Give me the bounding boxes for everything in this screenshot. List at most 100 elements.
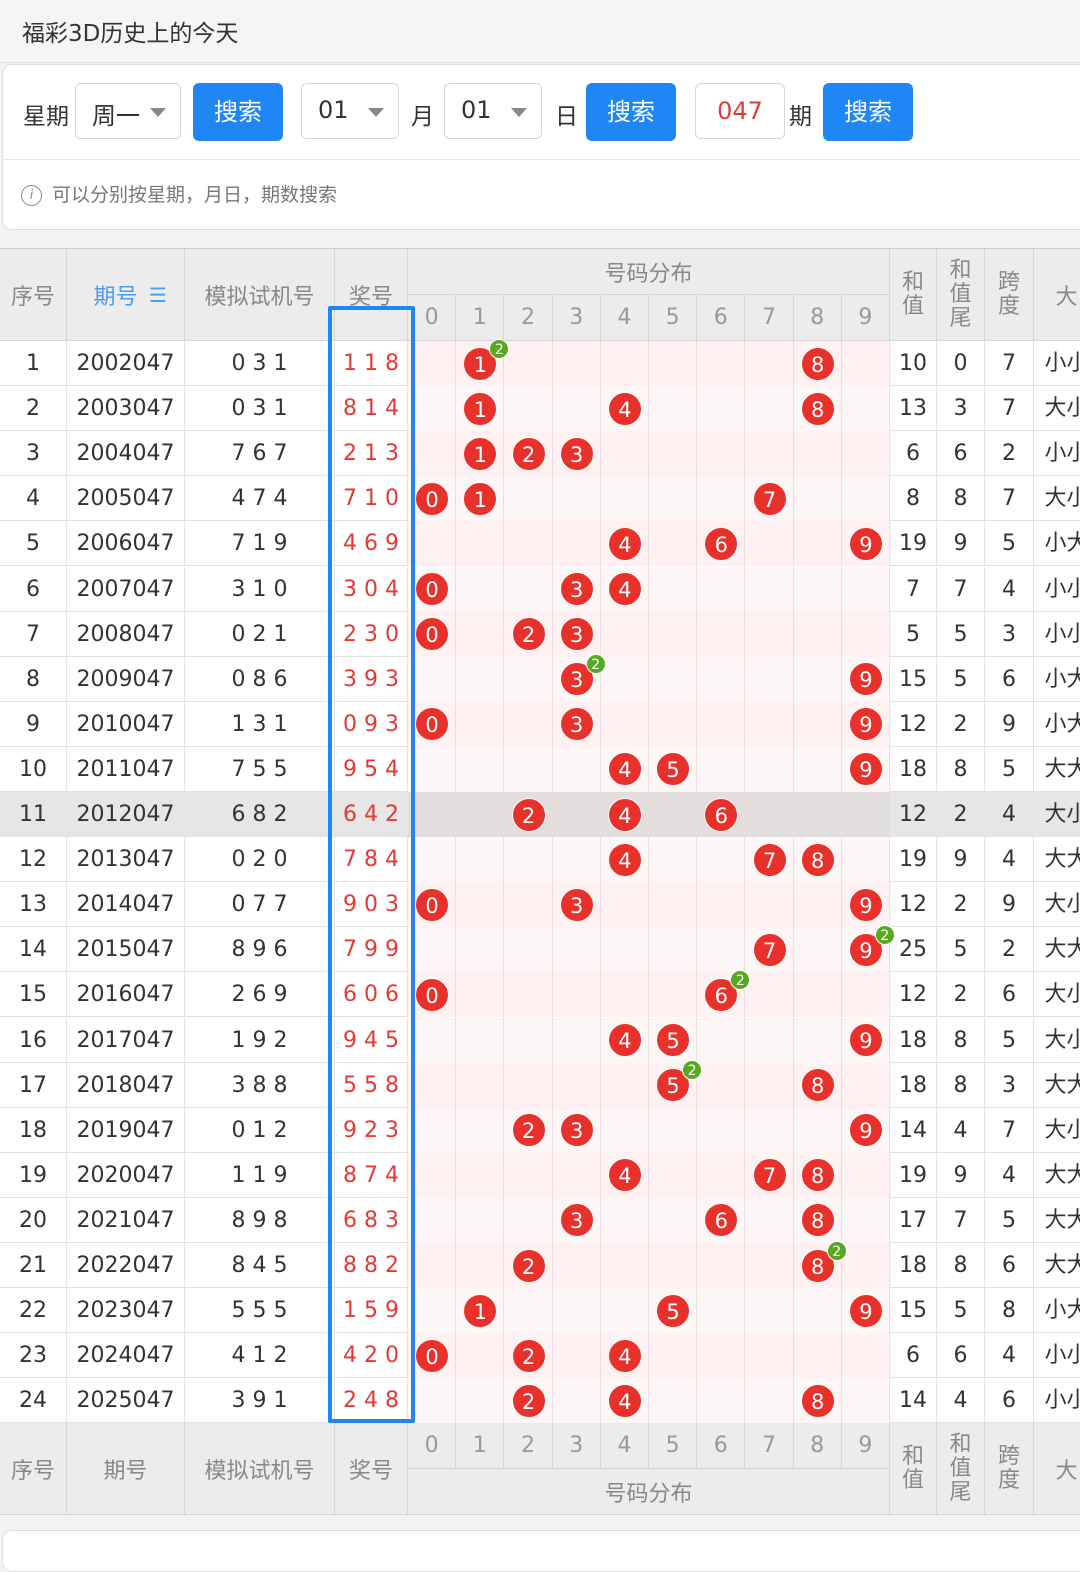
row-trial: 8 4 5 <box>185 1243 335 1289</box>
ball-2: 2 <box>511 1248 546 1283</box>
dist-grid-line <box>599 566 601 612</box>
dist-grid-line <box>840 1378 842 1424</box>
dist-grid-line <box>599 656 601 702</box>
dist-grid-line <box>792 386 794 432</box>
issue-input[interactable]: 047 <box>695 83 785 139</box>
row-sum-tail: 2 <box>937 701 985 747</box>
dist-grid-line <box>744 341 746 387</box>
ball-4: 4 <box>607 1383 642 1418</box>
row-seq: 3 <box>0 431 67 477</box>
dist-grid-line <box>648 656 649 702</box>
row-prize: 0 9 3 <box>335 701 408 747</box>
row-dist-bg <box>408 882 890 928</box>
row-dist-bg <box>408 746 890 792</box>
row-sum-tail: 4 <box>937 1378 985 1424</box>
row-prize: 9 0 3 <box>335 882 408 928</box>
dist-grid-line <box>792 746 794 792</box>
dist-grid-line <box>889 341 890 387</box>
row-prize: 9 2 3 <box>335 1107 408 1153</box>
dist-grid-line <box>599 431 601 477</box>
row-sum-tail: 5 <box>937 1288 985 1334</box>
row-sum-tail: 8 <box>937 1017 985 1063</box>
row-prize: 1 1 8 <box>335 341 408 387</box>
dist-grid-line <box>889 746 890 792</box>
row-span: 6 <box>985 972 1034 1018</box>
row-issue: 2017047 <box>67 1017 185 1063</box>
issue-search-button[interactable]: 搜索 <box>823 83 913 141</box>
dist-grid-line <box>696 566 698 612</box>
row-sum: 19 <box>890 837 937 883</box>
dist-grid-line <box>503 476 505 522</box>
day-label: 日 <box>555 104 578 130</box>
row-dist-bg <box>408 927 890 973</box>
ball-0: 0 <box>415 617 450 652</box>
row-size: 小大 <box>1034 521 1080 566</box>
row-seq: 2 <box>0 386 67 432</box>
dist-grid-line <box>744 927 746 973</box>
ball-4: 4 <box>607 842 642 877</box>
row-issue: 2014047 <box>67 882 185 928</box>
row-seq: 18 <box>0 1107 67 1153</box>
dist-grid-line <box>599 1062 601 1108</box>
dist-grid-line <box>503 792 505 838</box>
header-digit-7: 7 <box>745 295 794 341</box>
row-seq: 20 <box>0 1197 67 1243</box>
dist-grid-line <box>455 656 457 702</box>
footer-seq-text: 序号 <box>10 1458 55 1484</box>
row-issue: 2022047 <box>67 1243 185 1289</box>
dist-grid-line <box>792 837 794 883</box>
footer-digit-9: 9 <box>841 1423 890 1470</box>
month-select[interactable]: 01 <box>301 83 399 139</box>
dist-grid-line <box>455 1378 457 1424</box>
row-size: 小小 <box>1034 431 1080 476</box>
row-sum: 18 <box>890 1017 937 1063</box>
day-select[interactable]: 01 <box>444 83 542 139</box>
dist-grid-line <box>744 1062 746 1108</box>
dist-grid-line <box>648 611 649 657</box>
dist-grid-line <box>840 1017 842 1063</box>
header-issue[interactable]: 期号 ☰ <box>67 249 185 341</box>
row-sum: 14 <box>890 1107 937 1153</box>
sort-icon[interactable]: ☰ <box>149 283 167 307</box>
header-digit-3: 3 <box>552 295 601 341</box>
row-sum-tail: 5 <box>937 656 985 702</box>
header-sum-tail-text: 和 值 尾 <box>949 257 972 331</box>
info-icon: i <box>21 185 42 206</box>
dist-grid-line <box>744 656 746 702</box>
weekday-search-button[interactable]: 搜索 <box>193 83 283 141</box>
row-span: 7 <box>985 386 1034 432</box>
repeat-badge: 2 <box>585 654 606 675</box>
ball-7: 7 <box>752 932 787 967</box>
dist-grid-line <box>455 746 457 792</box>
row-sum: 18 <box>890 746 937 792</box>
row-size: 大小 <box>1034 476 1080 521</box>
header-digit-1: 1 <box>456 295 505 341</box>
row-span: 4 <box>985 1333 1034 1379</box>
date-search-button[interactable]: 搜索 <box>586 83 676 141</box>
dist-grid-line <box>840 972 842 1018</box>
dist-grid-line <box>599 882 601 928</box>
dist-grid-line <box>889 1107 890 1153</box>
chevron-down-icon <box>368 108 384 117</box>
ball-9: 9 <box>848 707 883 742</box>
dist-grid-line <box>648 431 649 477</box>
footer-digit-1: 1 <box>456 1423 505 1470</box>
row-trial: 7 1 9 <box>185 521 335 567</box>
dist-grid-line <box>792 927 794 973</box>
dist-grid-line <box>455 1288 457 1334</box>
row-prize: 6 0 6 <box>335 972 408 1018</box>
row-issue: 2021047 <box>67 1197 185 1243</box>
weekday-select[interactable]: 周一 <box>75 83 181 139</box>
dist-grid-line <box>455 341 457 387</box>
row-trial: 7 5 5 <box>185 746 335 792</box>
row-sum: 12 <box>890 972 937 1018</box>
row-dist-bg <box>408 566 890 612</box>
row-seq: 24 <box>0 1378 67 1424</box>
dist-grid-line <box>503 1243 505 1289</box>
dist-grid-line <box>599 1197 601 1243</box>
header-size: 大 <box>1034 249 1080 341</box>
row-trial: 0 8 6 <box>185 656 335 702</box>
ball-3: 3 <box>559 617 594 652</box>
dist-grid-line <box>503 837 505 883</box>
